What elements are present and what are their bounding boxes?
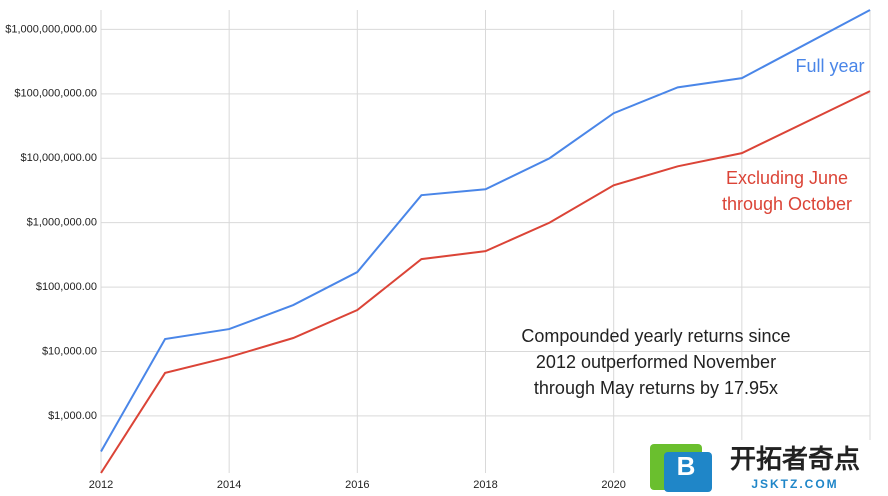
x-tick-label: 2016	[345, 479, 369, 491]
series-label: through October	[722, 194, 852, 214]
y-tick-label: $1,000.00	[48, 410, 97, 422]
y-tick-label: $1,000,000.00	[27, 217, 97, 229]
plot	[100, 9, 871, 474]
y-tick-label: $100,000.00	[36, 281, 97, 293]
annotation: 2012 outperformed November	[536, 352, 776, 372]
y-tick-label: $10,000,000.00	[21, 152, 97, 164]
annotation: Compounded yearly returns since	[521, 326, 790, 346]
x-tick-label: 2014	[217, 479, 241, 491]
grid	[100, 10, 871, 473]
x-tick-label: 2020	[601, 479, 625, 491]
series-line	[100, 9, 871, 453]
watermark-logo	[664, 452, 712, 492]
x-tick-label: 2012	[89, 479, 113, 491]
y-tick-label: $1,000,000,000.00	[5, 23, 97, 35]
series-line	[100, 90, 871, 474]
y-tick-label: $10,000.00	[42, 345, 97, 357]
series-label: Excluding June	[726, 168, 848, 188]
y-tick-label: $100,000,000.00	[14, 88, 97, 100]
watermark: B 开拓者奇点 JSKTZ.COM	[640, 440, 888, 496]
watermark-url: JSKTZ.COM	[751, 477, 838, 491]
series-label: Full year	[795, 56, 864, 76]
watermark-title: 开拓者奇点	[730, 444, 860, 474]
watermark-logo-letter: B	[677, 451, 696, 481]
x-tick-label: 2018	[473, 479, 497, 491]
annotation: through May returns by 17.95x	[534, 378, 778, 398]
